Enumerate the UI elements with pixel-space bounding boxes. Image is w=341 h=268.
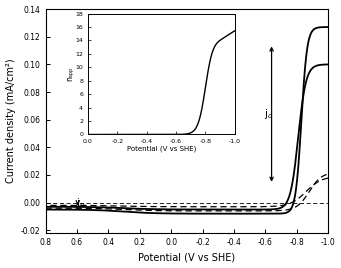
Text: j$_c$: j$_c$ [264, 107, 273, 121]
X-axis label: Potential (V vs SHE): Potential (V vs SHE) [138, 252, 235, 262]
Y-axis label: Current density (mA/cm²): Current density (mA/cm²) [5, 59, 16, 183]
Text: j$_p$: j$_p$ [76, 196, 86, 211]
